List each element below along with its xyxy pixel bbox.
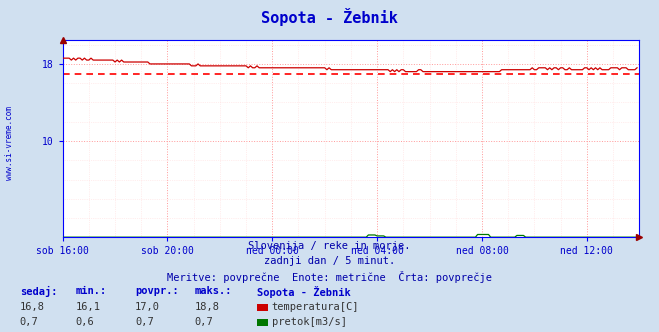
Text: maks.:: maks.: [194, 286, 232, 296]
Text: Slovenija / reke in morje.: Slovenija / reke in morje. [248, 241, 411, 251]
Text: zadnji dan / 5 minut.: zadnji dan / 5 minut. [264, 256, 395, 266]
Text: 0,7: 0,7 [135, 317, 154, 327]
Text: 18,8: 18,8 [194, 302, 219, 312]
Text: Sopota - Žebnik: Sopota - Žebnik [261, 8, 398, 26]
Text: 17,0: 17,0 [135, 302, 160, 312]
Text: min.:: min.: [76, 286, 107, 296]
Text: pretok[m3/s]: pretok[m3/s] [272, 317, 347, 327]
Text: www.si-vreme.com: www.si-vreme.com [5, 106, 14, 180]
Text: 0,7: 0,7 [20, 317, 38, 327]
Text: Sopota - Žebnik: Sopota - Žebnik [257, 286, 351, 298]
Text: 16,1: 16,1 [76, 302, 101, 312]
Text: 16,8: 16,8 [20, 302, 45, 312]
Text: 0,6: 0,6 [76, 317, 94, 327]
Text: temperatura[C]: temperatura[C] [272, 302, 359, 312]
Text: povpr.:: povpr.: [135, 286, 179, 296]
Text: 0,7: 0,7 [194, 317, 213, 327]
Text: Meritve: povprečne  Enote: metrične  Črta: povprečje: Meritve: povprečne Enote: metrične Črta:… [167, 271, 492, 283]
Text: sedaj:: sedaj: [20, 286, 57, 297]
